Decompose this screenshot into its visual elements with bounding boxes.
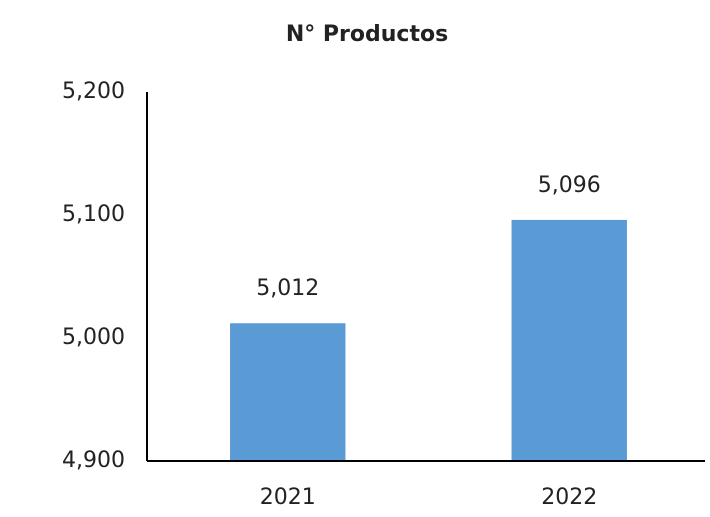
x-tick-label: 2022 [541, 485, 597, 510]
chart-title: N° Productos [286, 22, 448, 47]
data-label: 5,096 [538, 173, 601, 198]
y-tick-label: 5,000 [62, 325, 125, 350]
bar [511, 219, 627, 461]
x-tick-label: 2021 [260, 485, 316, 510]
data-label: 5,012 [256, 276, 319, 301]
y-tick-label: 5,100 [62, 202, 125, 227]
bar [230, 323, 346, 461]
y-tick-label: 5,200 [62, 79, 125, 104]
y-tick-label: 4,900 [62, 448, 125, 473]
